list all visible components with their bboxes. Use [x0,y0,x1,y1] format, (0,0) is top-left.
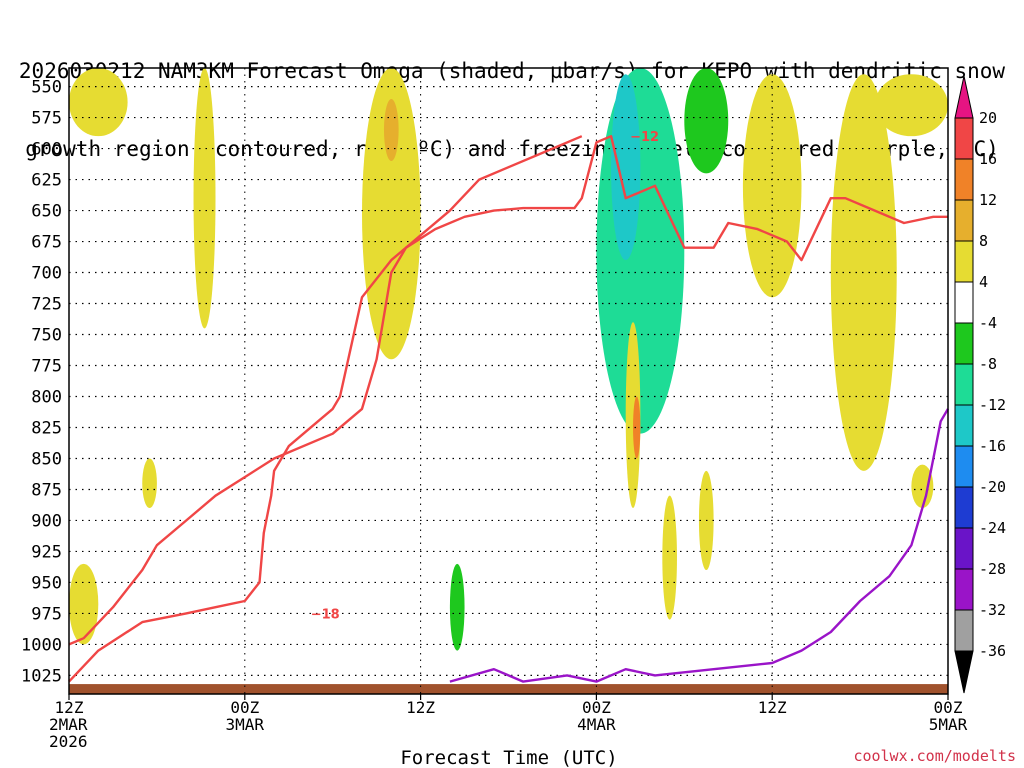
colorbar-box-9 [954,240,974,283]
omega-region-15 [830,74,897,471]
colorbar-label-13: 20 [979,109,997,127]
colorbar-label-0: -36 [979,642,1006,660]
omega-region-16 [874,74,948,137]
x-tick-label-3-0: 00Z [582,698,611,717]
contour-line-1 [68,135,583,683]
y-tick-label-825: 825 [31,418,62,438]
y-tick-label-575: 575 [31,109,62,129]
y-tick-label-800: 800 [31,387,62,407]
colorbar-box-0 [954,609,974,652]
colorbar-box-12 [954,117,974,160]
omega-region-8 [611,74,641,261]
x-tick-label-5-0: 00Z [934,698,963,717]
omega-region-10 [625,322,641,509]
terrain-fill [69,684,948,694]
contour-line-0 [68,134,948,646]
credit-text: coolwx.com/modelts [853,747,1016,765]
colorbar-box-6 [954,363,974,406]
x-tick-label-4-0: 12Z [758,698,787,717]
y-tick-label-700: 700 [31,264,62,284]
omega-region-7 [596,68,685,434]
y-tick-label-975: 975 [31,604,62,624]
x-axis-title: Forecast Time (UTC) [400,747,617,768]
colorbar-box-10 [954,199,974,242]
colorbar-box-4 [954,445,974,488]
omega-region-11 [633,396,641,459]
x-tick-label-5-1: 5MAR [929,715,968,734]
y-tick-label-775: 775 [31,357,62,377]
colorbar-box-8 [954,281,974,324]
x-tick-label-1-0: 00Z [230,698,259,717]
terrain-layer [69,684,948,694]
colorbar: -36 -32 -28 -24 -20 -16 -12 -8 -4 4 8 12 16 20 [954,75,1006,694]
x-tick-label-2-0: 12Z [406,698,435,717]
grid-lines [69,68,948,694]
y-tick-label-875: 875 [31,480,62,500]
colorbar-label-7: -8 [979,355,997,373]
colorbar-label-5: -16 [979,437,1006,455]
y-tick-label-650: 650 [31,202,62,222]
contour-label-1: −18 [311,607,340,622]
colorbar-label-1: -32 [979,601,1006,619]
omega-region-17 [911,464,934,509]
y-tick-label-850: 850 [31,449,62,469]
colorbar-label-2: -28 [979,560,1006,578]
colorbar-box-1 [954,568,974,611]
y-axis-ticks: 550 575 600 625 650 675 700 725 750 775 800 825 850 8… [21,78,62,687]
colorbar-bottom-triangle [954,650,974,694]
colorbar-label-3: -24 [979,519,1006,537]
omega-shading [69,68,948,651]
colorbar-box-3 [954,486,974,529]
contour-lines: −12 −18 [68,130,950,683]
omega-region-0 [69,68,128,137]
omega-region-12 [662,495,677,620]
y-tick-label-950: 950 [31,573,62,593]
title-line-1: 2026030212 NAM3KM Forecast Omega (shaded… [18,59,1006,83]
colorbar-top-triangle [954,75,974,119]
colorbar-label-6: -12 [979,396,1006,414]
x-tick-label-0-1: 2MAR [49,715,88,734]
x-tick-label-0-0: 12Z [55,698,84,717]
x-tick-label-3-1: 4MAR [577,715,616,734]
contour-line-2 [449,408,950,683]
colorbar-label-9: 4 [979,273,988,291]
y-tick-label-900: 900 [31,511,62,531]
omega-region-6 [449,563,465,651]
colorbar-box-11 [954,158,974,201]
colorbar-label-11: 12 [979,191,997,209]
omega-region-1 [193,68,216,329]
x-tick-label-1-1: 3MAR [226,715,265,734]
omega-region-3 [383,98,399,161]
omega-region-4 [142,458,157,509]
plot-frame [68,67,949,695]
colorbar-label-4: -20 [979,478,1006,496]
y-tick-label-675: 675 [31,233,62,253]
y-tick-label-1025: 1025 [21,666,62,686]
y-tick-label-925: 925 [31,542,62,562]
y-tick-label-1000: 1000 [21,635,62,655]
omega-region-9 [684,68,729,174]
colorbar-label-10: 8 [979,232,988,250]
omega-region-2 [362,68,421,360]
y-tick-label-725: 725 [31,295,62,315]
y-tick-label-750: 750 [31,326,62,346]
colorbar-box-5 [954,404,974,447]
colorbar-box-2 [954,527,974,570]
colorbar-label-8: -4 [979,314,997,332]
y-tick-label-625: 625 [31,171,62,191]
colorbar-label-12: 16 [979,150,997,168]
x-tick-label-0-2: 2026 [49,732,88,751]
contour-label-0: −12 [630,130,659,145]
y-tick-label-600: 600 [31,140,62,160]
colorbar-box-7 [954,322,974,365]
omega-region-5 [69,563,99,645]
y-tick-label-550: 550 [31,78,62,98]
